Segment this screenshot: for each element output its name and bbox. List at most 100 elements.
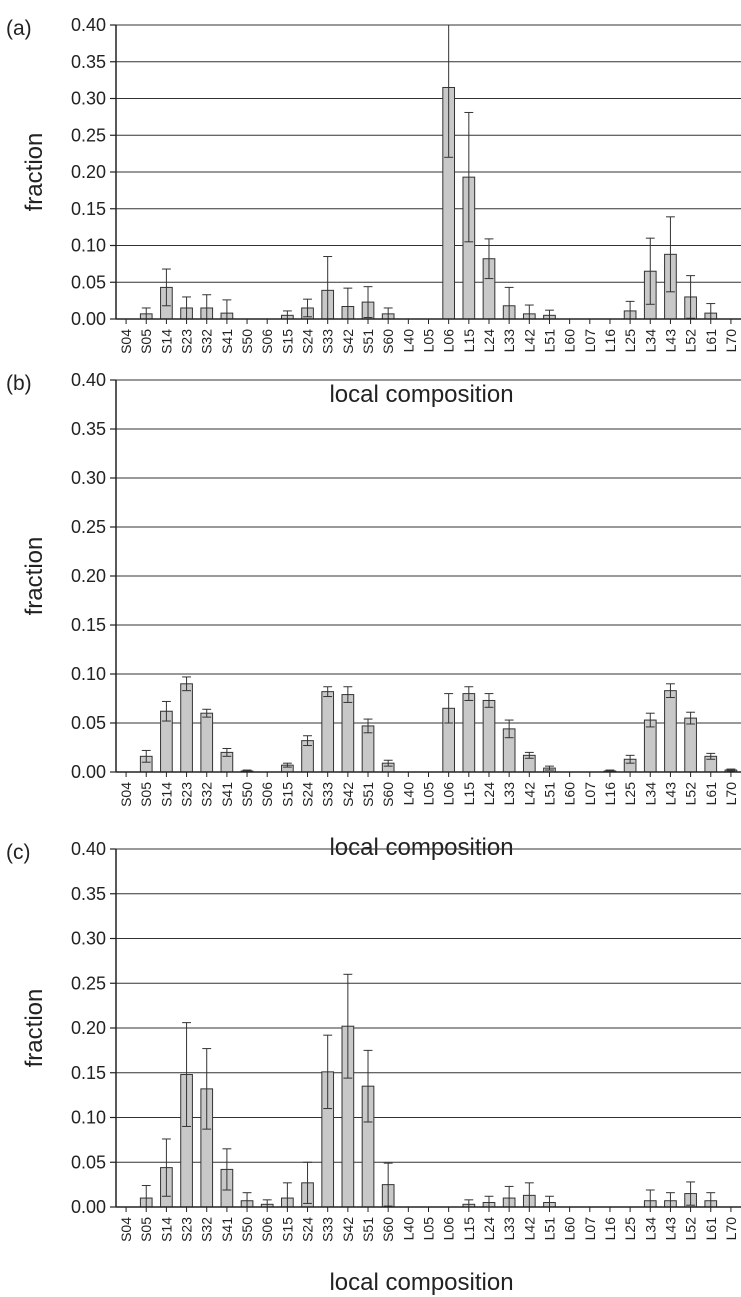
- y-tick-label: 0.00: [71, 1197, 106, 1217]
- x-tick-label: L70: [723, 1217, 739, 1241]
- y-tick-label: 0.35: [71, 52, 106, 72]
- y-tick-label: 0.05: [71, 1152, 106, 1172]
- x-tick-label: L16: [602, 1217, 618, 1241]
- y-axis-title: fraction: [21, 989, 48, 1068]
- chart-panel-c: (c) 0.00 0.05 0.10 0.15 0.20 0.25 0.30 0.35 0.40 S…: [6, 839, 741, 1296]
- x-tick-label: L16: [602, 329, 618, 353]
- x-tick-label: S15: [279, 1217, 295, 1242]
- x-tick-label: S24: [300, 782, 316, 807]
- x-tick-label: S24: [300, 329, 316, 354]
- x-tick-label: L33: [501, 782, 517, 806]
- x-tick-label: L43: [662, 782, 678, 806]
- bar: [643, 719, 657, 773]
- y-tick-label: 0.25: [71, 517, 106, 537]
- x-tick-label: L07: [582, 782, 598, 806]
- chart-panel-b: (b) 0.00 0.05 0.10 0.15 0.20 0.25 0.30 0.35 0.40 S…: [6, 370, 741, 861]
- x-tick-label: S06: [259, 1217, 275, 1242]
- x-tick-label: S23: [179, 1217, 195, 1242]
- x-tick-label: S05: [138, 1217, 154, 1242]
- x-tick-label: L05: [421, 1217, 437, 1241]
- x-tick-label: S50: [239, 329, 255, 354]
- x-tick-label: L70: [723, 329, 739, 353]
- x-tick-label: L25: [622, 782, 638, 806]
- x-tick-label: L15: [461, 1217, 477, 1241]
- bar: [180, 683, 193, 773]
- x-tick-label: S51: [360, 1217, 376, 1242]
- x-tick-label: L61: [703, 1217, 719, 1241]
- x-tick-label: S42: [340, 1217, 356, 1242]
- x-tick-label: L51: [541, 782, 557, 806]
- bar: [341, 694, 355, 773]
- x-tick-label: L40: [400, 782, 416, 806]
- y-tick-label: 0.05: [71, 272, 106, 292]
- bar: [321, 691, 335, 773]
- x-tick-label: L52: [683, 782, 699, 806]
- x-tick-label: L40: [400, 1217, 416, 1241]
- x-tick-label: S14: [158, 1217, 174, 1242]
- x-tick-label: L24: [481, 329, 497, 353]
- y-tick-label: 0.15: [71, 1063, 106, 1083]
- x-tick-label: L34: [642, 329, 658, 353]
- x-tick-label: L51: [541, 329, 557, 353]
- chart-panel-a: (a) 0.00 0.05 0.10 0.15 0.20 0.25 0.30 0.35 0.40 S…: [6, 15, 741, 408]
- x-tick-label: S51: [360, 329, 376, 354]
- x-tick-label: S60: [380, 329, 396, 354]
- x-tick-label: L43: [662, 329, 678, 353]
- x-tick-label: L51: [541, 1217, 557, 1241]
- x-tick-label: S04: [118, 329, 134, 354]
- x-tick-label: S06: [259, 329, 275, 354]
- x-tick-label: S05: [138, 782, 154, 807]
- x-tick-label: S32: [199, 329, 215, 354]
- y-tick-label: 0.40: [71, 15, 106, 35]
- x-tick-label: L43: [662, 1217, 678, 1241]
- x-tick-label: S42: [340, 329, 356, 354]
- x-tick-label: L52: [683, 1217, 699, 1241]
- x-tick-label: S15: [279, 329, 295, 354]
- panel-label: (c): [6, 841, 31, 864]
- x-tick-label: S33: [320, 782, 336, 807]
- y-tick-label: 0.20: [71, 566, 106, 586]
- x-tick-label: L33: [501, 1217, 517, 1241]
- x-axis-title: local composition: [329, 381, 513, 408]
- y-tick-label: 0.20: [71, 162, 106, 182]
- x-tick-label: L40: [400, 329, 416, 353]
- x-tick-label: S23: [179, 782, 195, 807]
- x-tick-label: L42: [521, 1217, 537, 1241]
- x-tick-label: S32: [199, 1217, 215, 1242]
- x-tick-label: S06: [259, 782, 275, 807]
- x-tick-label: L15: [461, 329, 477, 353]
- x-tick-label: L06: [441, 329, 457, 353]
- y-tick-label: 0.15: [71, 615, 106, 635]
- x-tick-label: S04: [118, 782, 134, 807]
- x-tick-label: L16: [602, 782, 618, 806]
- y-tick-label: 0.30: [71, 89, 106, 109]
- y-tick-label: 0.25: [71, 973, 106, 993]
- x-tick-label: L05: [421, 329, 437, 353]
- x-tick-label: S51: [360, 782, 376, 807]
- x-tick-label: S41: [219, 329, 235, 354]
- panel-label: (a): [6, 17, 32, 40]
- y-tick-label: 0.25: [71, 125, 106, 145]
- x-tick-label: L52: [683, 329, 699, 353]
- x-tick-label: S50: [239, 782, 255, 807]
- y-axis-title: fraction: [21, 537, 48, 616]
- x-tick-label: L25: [622, 329, 638, 353]
- x-axis-title: local composition: [329, 834, 513, 861]
- y-tick-label: 0.05: [71, 713, 106, 733]
- bar: [200, 712, 214, 773]
- y-tick-label: 0.35: [71, 419, 106, 439]
- x-tick-label: L42: [521, 329, 537, 353]
- x-tick-label: S14: [158, 782, 174, 807]
- y-tick-label: 0.00: [71, 309, 106, 329]
- x-tick-label: L60: [562, 329, 578, 353]
- x-tick-label: L06: [441, 1217, 457, 1241]
- y-tick-label: 0.30: [71, 468, 106, 488]
- x-tick-label: L06: [441, 782, 457, 806]
- y-tick-label: 0.35: [71, 884, 106, 904]
- x-tick-label: L61: [703, 329, 719, 353]
- x-tick-label: S60: [380, 782, 396, 807]
- bar: [684, 717, 697, 773]
- x-tick-label: L34: [642, 782, 658, 806]
- x-tick-label: S04: [118, 1217, 134, 1242]
